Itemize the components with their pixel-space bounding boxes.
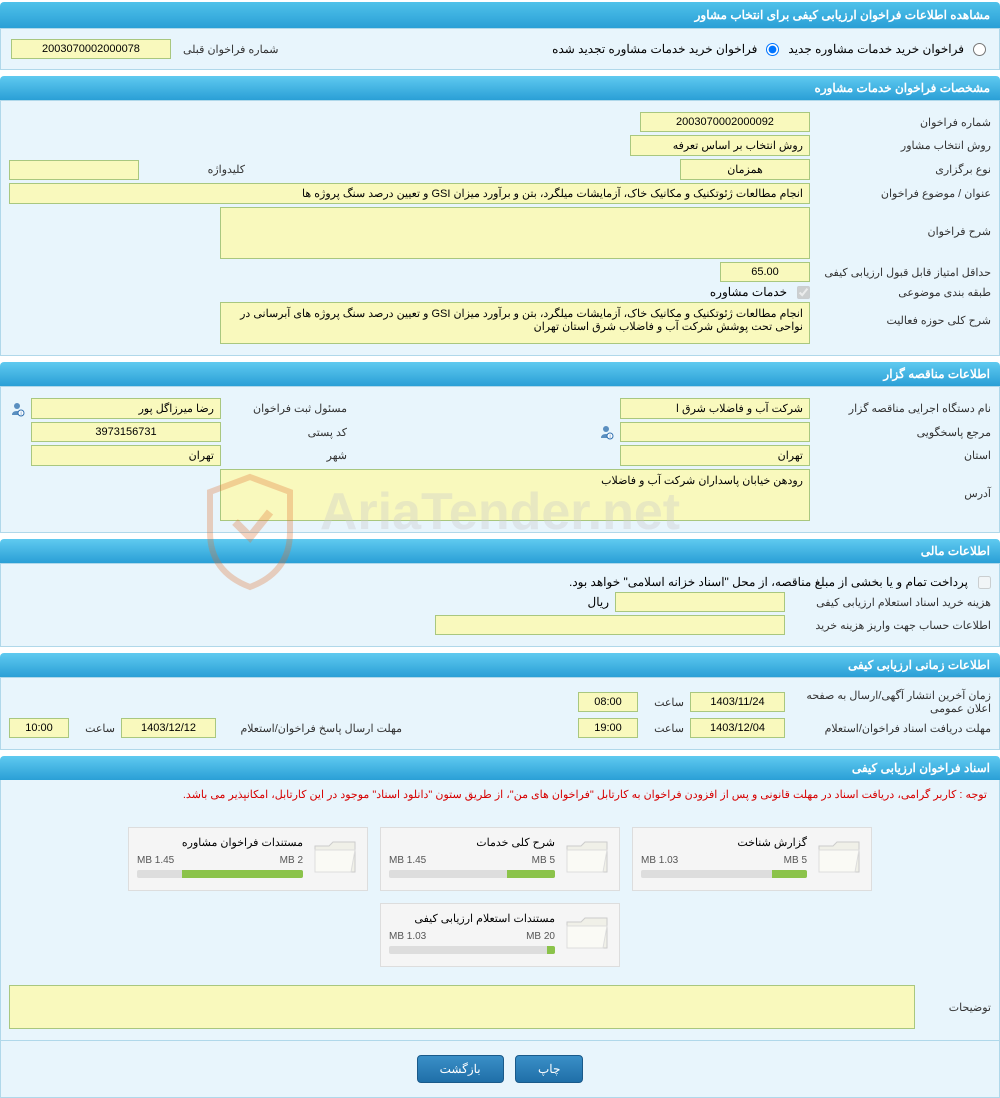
- back-button[interactable]: بازگشت: [417, 1055, 504, 1083]
- doc-used: 1.45 MB: [389, 855, 426, 866]
- pub-date-field: 1403/11/24: [690, 692, 785, 712]
- call-num-field: 2003070002000092: [640, 112, 810, 132]
- page-title: مشاهده اطلاعات فراخوان ارزیابی کیفی برای…: [0, 2, 1000, 28]
- doc-progress: [389, 870, 555, 878]
- rial-label: ریال: [587, 595, 609, 609]
- subject-label: عنوان / موضوع فراخوان: [816, 187, 991, 200]
- fee-field: [615, 592, 785, 612]
- print-button[interactable]: چاپ: [515, 1055, 583, 1083]
- pub-time-label: ساعت: [644, 696, 684, 709]
- radio-renew-label: فراخوان خرید خدمات مشاوره تجدید شده: [552, 42, 757, 56]
- reg-label: مسئول ثبت فراخوان: [227, 402, 347, 415]
- resp-deadline-label: مهلت ارسال پاسخ فراخوان/استعلام: [222, 722, 402, 735]
- recv-time-label: ساعت: [644, 722, 684, 735]
- doc-total: 2 MB: [280, 855, 303, 866]
- radio-renew[interactable]: [766, 43, 779, 56]
- doc-title: مستندات فراخوان مشاوره: [137, 836, 303, 849]
- docs-notice: توجه : کاربر گرامی، دریافت اسناد در مهلت…: [0, 780, 1000, 809]
- keyword-field: [9, 160, 139, 180]
- section-specs-title: مشخصات فراخوان خدمات مشاوره: [0, 76, 1000, 100]
- doc-used: 1.03 MB: [389, 931, 426, 942]
- doc-progress: [641, 870, 807, 878]
- remarks-field: [9, 985, 915, 1029]
- doc-item[interactable]: شرح کلی خدمات 5 MB 1.45 MB: [380, 827, 620, 891]
- province-field: تهران: [620, 445, 810, 466]
- cat-checkbox: [797, 286, 810, 299]
- doc-title: شرح کلی خدمات: [389, 836, 555, 849]
- addr-field: رودهن خیابان پاسداران شرکت آب و فاضلاب: [220, 469, 810, 521]
- resp-time-field: 10:00: [9, 718, 69, 738]
- org-field: شرکت آب و فاضلاب شرق ا: [620, 398, 810, 419]
- doc-item[interactable]: گزارش شناخت 5 MB 1.03 MB: [632, 827, 872, 891]
- docs-container: گزارش شناخت 5 MB 1.03 MB شرح کلی خدمات 5 MB 1…: [9, 817, 991, 977]
- doc-total: 20 MB: [526, 931, 555, 942]
- city-label: شهر: [227, 449, 347, 462]
- subject-field: انجام مطالعات ژئوتکنیک و مکانیک خاک، آزم…: [9, 183, 810, 204]
- cat-chk-label: خدمات مشاوره: [710, 285, 787, 299]
- acc-field: [435, 615, 785, 635]
- score-field: 65.00: [720, 262, 810, 282]
- doc-total: 5 MB: [784, 855, 807, 866]
- province-label: استان: [816, 449, 991, 462]
- section-docs-title: اسناد فراخوان ارزیابی کیفی: [0, 756, 1000, 780]
- scope-field: انجام مطالعات ژئوتکنیک و مکانیک خاک، آزم…: [220, 302, 810, 344]
- radio-new[interactable]: [973, 43, 986, 56]
- payment-checkbox: [978, 576, 991, 589]
- remarks-label: توضیحات: [921, 985, 991, 1014]
- reg-field: رضا میرزاگل پور: [31, 398, 221, 419]
- resp-date-field: 1403/12/12: [121, 718, 216, 738]
- folder-icon: [563, 836, 611, 876]
- folder-icon: [311, 836, 359, 876]
- doc-used: 1.45 MB: [137, 855, 174, 866]
- prev-num-label: شماره فراخوان قبلی: [177, 43, 279, 56]
- folder-icon: [563, 912, 611, 952]
- doc-used: 1.03 MB: [641, 855, 678, 866]
- doc-title: گزارش شناخت: [641, 836, 807, 849]
- type-field: همزمان: [680, 159, 810, 180]
- score-label: حداقل امتیاز قابل قبول ارزیابی کیفی: [816, 266, 991, 279]
- fee-label: هزینه خرید اسناد استعلام ارزیابی کیفی: [791, 596, 991, 609]
- user-info-icon[interactable]: i: [9, 401, 25, 417]
- recv-label: مهلت دریافت اسناد فراخوان/استعلام: [791, 722, 991, 735]
- svg-text:i: i: [20, 411, 21, 417]
- user-info-icon-2[interactable]: i: [598, 424, 614, 440]
- acc-label: اطلاعات حساب جهت واریز هزینه خرید: [791, 619, 991, 632]
- doc-item[interactable]: مستندات استعلام ارزیابی کیفی 20 MB 1.03 MB: [380, 903, 620, 967]
- resp-label: مرجع پاسخگویی: [816, 426, 991, 439]
- recv-date-field: 1403/12/04: [690, 718, 785, 738]
- cat-label: طبقه بندی موضوعی: [816, 286, 991, 299]
- postal-label: کد پستی: [227, 426, 347, 439]
- desc-field: [220, 207, 810, 259]
- payment-note: پرداخت تمام و یا بخشی از مبلغ مناقصه، از…: [569, 575, 968, 589]
- section-org-title: اطلاعات مناقصه گزار: [0, 362, 1000, 386]
- doc-total: 5 MB: [532, 855, 555, 866]
- doc-progress: [137, 870, 303, 878]
- addr-label: آدرس: [816, 469, 991, 500]
- svg-text:i: i: [609, 434, 610, 440]
- city-field: تهران: [31, 445, 221, 466]
- call-num-label: شماره فراخوان: [816, 116, 991, 129]
- org-label: نام دستگاه اجرایی مناقصه گزار: [816, 402, 991, 415]
- postal-field: 3973156731: [31, 422, 221, 442]
- pub-label: زمان آخرین انتشار آگهی/ارسال به صفحه اعل…: [791, 689, 991, 715]
- section-finance-title: اطلاعات مالی: [0, 539, 1000, 563]
- doc-progress: [389, 946, 555, 954]
- resp-field: [620, 422, 810, 442]
- doc-title: مستندات استعلام ارزیابی کیفی: [389, 912, 555, 925]
- keyword-label: کلیدواژه: [145, 163, 245, 176]
- recv-time-field: 19:00: [578, 718, 638, 738]
- doc-item[interactable]: مستندات فراخوان مشاوره 2 MB 1.45 MB: [128, 827, 368, 891]
- prev-num-field: 2003070002000078: [11, 39, 171, 59]
- call-type-radio-row: فراخوان خرید خدمات مشاوره جدید فراخوان خ…: [0, 28, 1000, 70]
- method-label: روش انتخاب مشاور: [816, 139, 991, 152]
- section-time-title: اطلاعات زمانی ارزیابی کیفی: [0, 653, 1000, 677]
- resp-time-label: ساعت: [75, 722, 115, 735]
- desc-label: شرح فراخوان: [816, 207, 991, 238]
- scope-label: شرح کلی حوزه فعالیت: [816, 302, 991, 327]
- radio-new-label: فراخوان خرید خدمات مشاوره جدید: [788, 42, 964, 56]
- folder-icon: [815, 836, 863, 876]
- pub-time-field: 08:00: [578, 692, 638, 712]
- method-field: روش انتخاب بر اساس تعرفه: [630, 135, 810, 156]
- type-label: نوع برگزاری: [816, 163, 991, 176]
